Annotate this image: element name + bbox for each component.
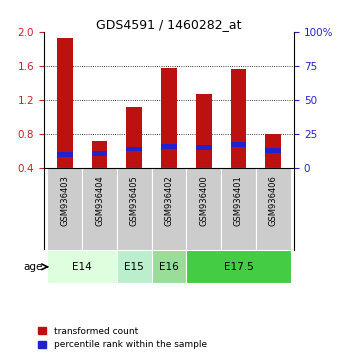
Text: GSM936405: GSM936405 (130, 175, 139, 226)
Title: GDS4591 / 1460282_at: GDS4591 / 1460282_at (96, 18, 242, 31)
Bar (221, 169, 256, 250)
Bar (57, 38, 73, 169)
Bar (57, 152, 73, 156)
Bar (196, 94, 212, 169)
Bar (152, 250, 186, 283)
Bar (161, 144, 177, 149)
Text: age: age (24, 262, 43, 272)
Bar (117, 250, 152, 283)
Bar (265, 134, 281, 169)
Legend: transformed count, percentile rank within the sample: transformed count, percentile rank withi… (38, 327, 207, 349)
Bar (186, 250, 291, 283)
Bar (92, 151, 107, 156)
Text: GSM936403: GSM936403 (60, 175, 69, 226)
Text: GSM936404: GSM936404 (95, 175, 104, 226)
Text: GSM936400: GSM936400 (199, 175, 208, 226)
Text: E16: E16 (159, 262, 179, 272)
Bar (256, 169, 291, 250)
Bar (47, 250, 117, 283)
Bar (161, 68, 177, 169)
Bar (231, 142, 246, 147)
Bar (126, 147, 142, 152)
Bar (82, 169, 117, 250)
Text: E17.5: E17.5 (224, 262, 254, 272)
Bar (152, 169, 186, 250)
Bar (47, 169, 82, 250)
Text: E14: E14 (72, 262, 92, 272)
Bar (126, 107, 142, 169)
Bar (117, 169, 152, 250)
Bar (186, 169, 221, 250)
Text: E15: E15 (124, 262, 144, 272)
Text: GSM936402: GSM936402 (165, 175, 173, 226)
Bar (92, 141, 107, 169)
Bar (231, 69, 246, 169)
Bar (196, 145, 212, 150)
Text: GSM936406: GSM936406 (269, 175, 278, 226)
Text: GSM936401: GSM936401 (234, 175, 243, 226)
Bar (265, 148, 281, 153)
